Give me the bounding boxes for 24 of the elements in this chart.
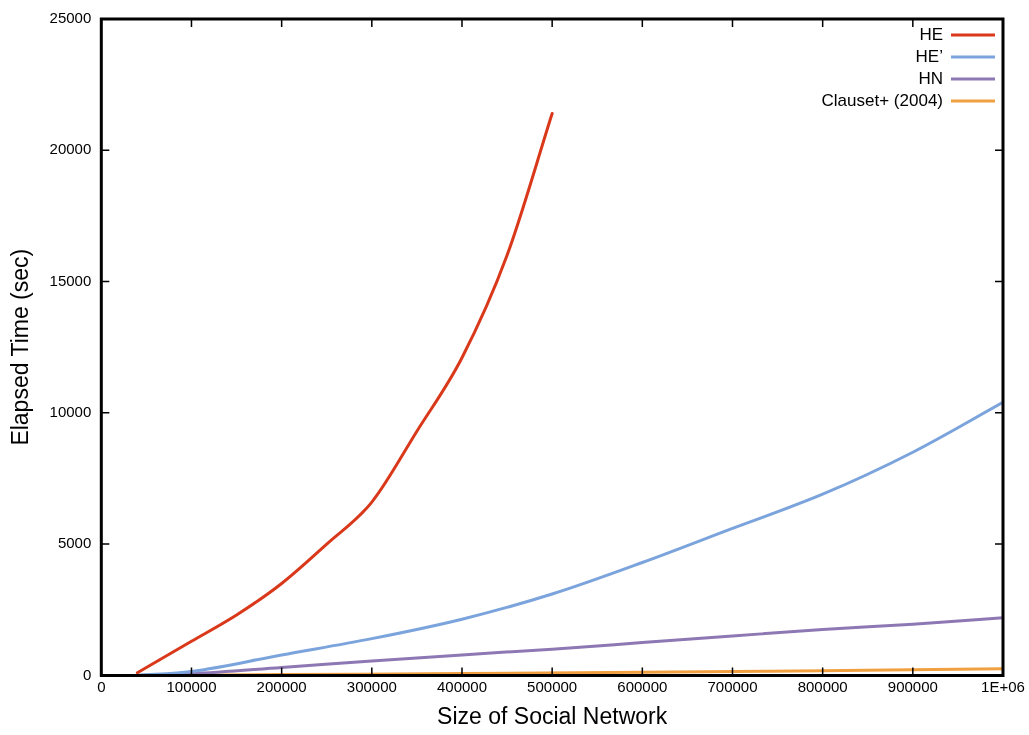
- x-tick-label: 800000: [797, 677, 848, 695]
- y-tick-label: 10000: [49, 402, 92, 420]
- y-axis-title: Elapsed Time (sec): [7, 248, 34, 446]
- line-series: [135, 112, 554, 675]
- y-tick-label: 25000: [49, 9, 92, 27]
- y-tick-label: 5000: [57, 534, 92, 552]
- legend-label: Clauset+ (2004): [821, 90, 943, 110]
- x-tick-label: 200000: [256, 677, 307, 695]
- x-tick-label: 300000: [346, 677, 397, 695]
- x-tick-label: 400000: [436, 677, 488, 695]
- x-axis-title: Size of Social Network: [437, 702, 668, 729]
- legend-label: HE: [919, 24, 943, 44]
- legend-label: HE’: [915, 46, 943, 66]
- x-tick-label: 700000: [707, 677, 758, 695]
- x-tick-label: 100000: [166, 677, 217, 695]
- y-tick-label: 20000: [49, 140, 92, 158]
- legend-label: HN: [918, 68, 943, 88]
- x-tick-label: 900000: [887, 677, 938, 695]
- x-tick-label: 0: [97, 677, 106, 695]
- y-tick-label: 0: [82, 665, 92, 683]
- x-tick-label: 600000: [617, 677, 668, 695]
- x-tick-label: 1E+06: [981, 677, 1025, 695]
- y-tick-label: 15000: [49, 271, 92, 289]
- x-tick-label: 500000: [527, 677, 578, 695]
